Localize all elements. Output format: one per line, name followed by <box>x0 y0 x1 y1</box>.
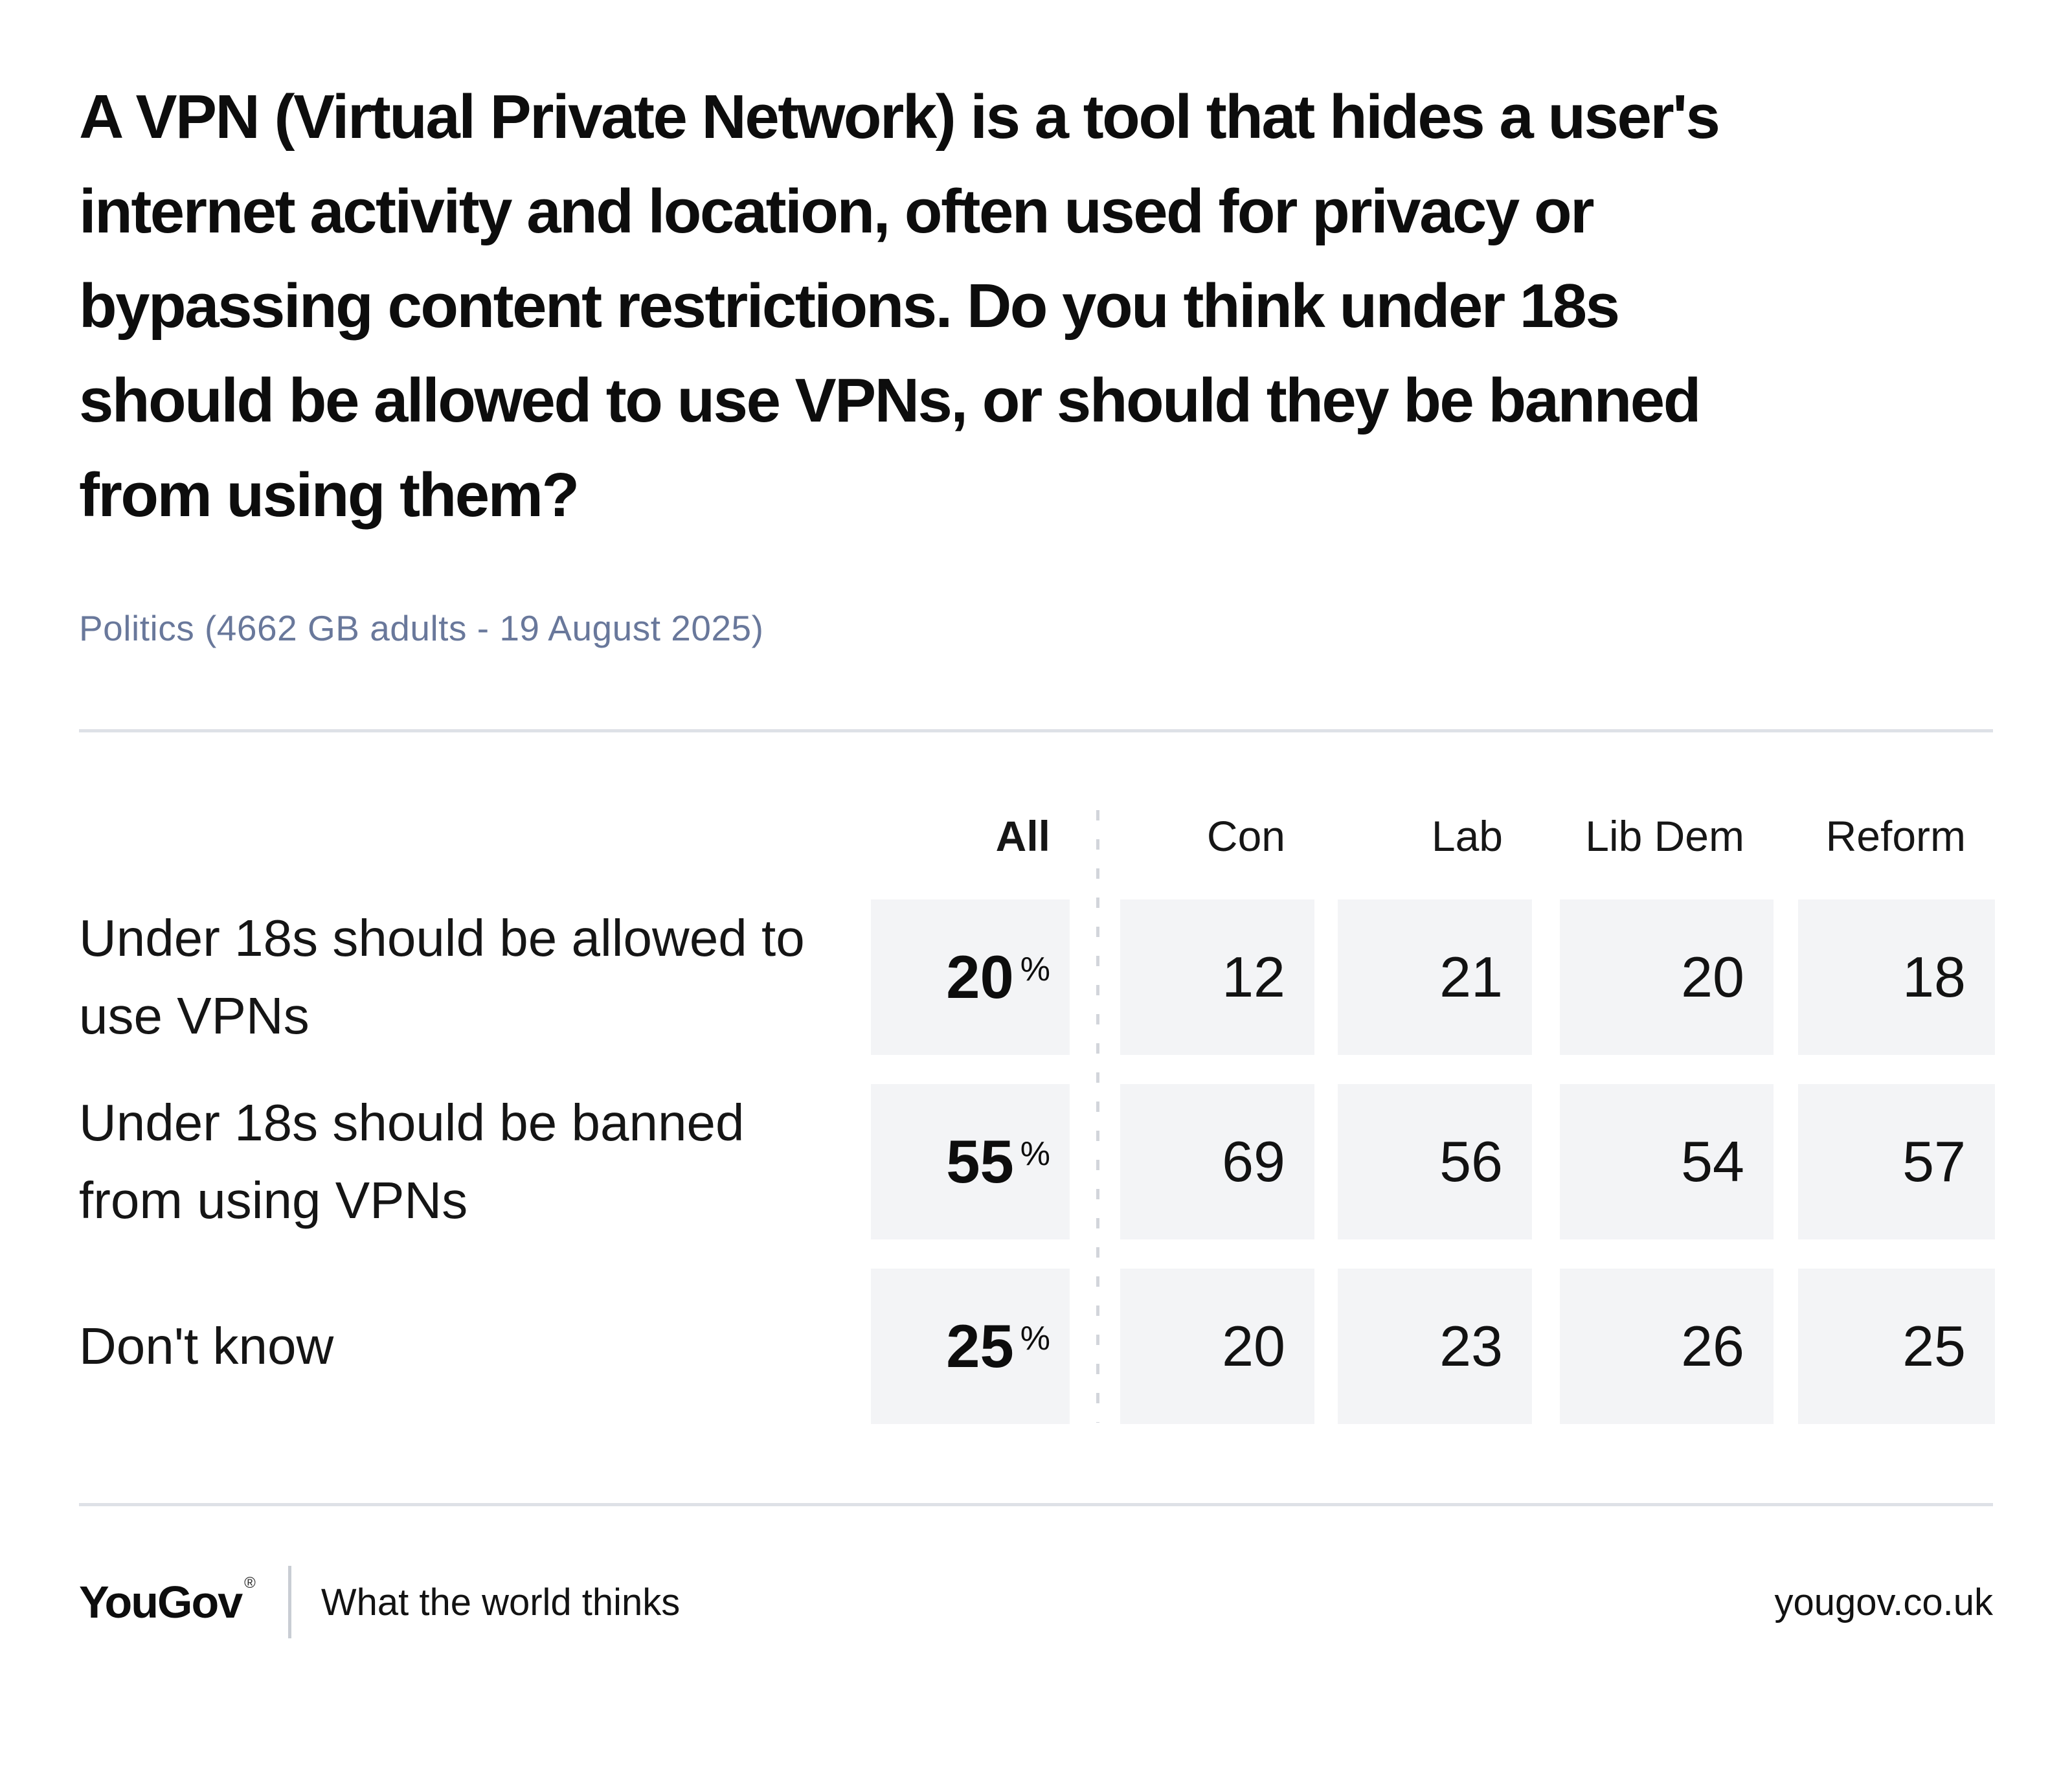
table-cell-reform: 18 <box>1798 899 1995 1055</box>
table-cell-all: 20% <box>871 899 1070 1055</box>
table-cell-all: 55% <box>871 1084 1070 1239</box>
column-header-reform: Reform <box>1825 812 1966 860</box>
table-cell-libdem: 20 <box>1560 899 1774 1055</box>
table-row: Under 18s should be allowed to use VPNs … <box>79 899 1995 1055</box>
row-label: Under 18s should be allowed to use VPNs <box>79 909 805 1045</box>
row-label: Under 18s should be banned from using VP… <box>79 1094 745 1229</box>
footer-divider <box>287 1566 291 1638</box>
bottom-divider <box>79 1503 1993 1506</box>
all-vs-party-divider <box>1096 810 1099 1423</box>
survey-card: A VPN (Virtual Private Network) is a too… <box>0 70 2072 1786</box>
table-cell-con: 20 <box>1120 1269 1314 1424</box>
percent-sign: % <box>1020 1135 1050 1173</box>
table-cell-con: 69 <box>1120 1084 1314 1239</box>
value-reform: 57 <box>1902 1129 1966 1193</box>
table-row: Don't know 25% 20 23 26 25 <box>79 1269 1995 1424</box>
yougov-logo: YouGov ® <box>79 1574 256 1627</box>
column-header-libdem: Lib Dem <box>1585 812 1744 860</box>
value-libdem: 26 <box>1681 1314 1744 1378</box>
value-all: 55 <box>946 1127 1014 1195</box>
table-cell-con: 12 <box>1120 899 1314 1055</box>
table-header-row: All Con Lab Lib Dem Reform <box>79 812 1993 861</box>
column-header-con: Con <box>1206 812 1285 860</box>
table-cell-lab: 21 <box>1338 899 1532 1055</box>
table-cell-libdem: 54 <box>1560 1084 1774 1239</box>
value-reform: 25 <box>1902 1314 1966 1378</box>
question-title-line: bypassing content restrictions. Do you t… <box>79 271 1620 341</box>
value-con: 12 <box>1222 945 1285 1009</box>
question-title-line: from using them? <box>79 460 580 530</box>
value-all: 25 <box>946 1312 1014 1380</box>
yougov-wordmark: YouGov <box>79 1577 243 1627</box>
top-divider <box>79 729 1993 732</box>
table-cell-libdem: 26 <box>1560 1269 1774 1424</box>
value-libdem: 54 <box>1681 1129 1744 1193</box>
footer-tagline: What the world thinks <box>321 1581 681 1623</box>
question-title-line: should be allowed to use VPNs, or should… <box>79 366 1701 435</box>
value-lab: 23 <box>1439 1314 1503 1378</box>
table-cell-reform: 25 <box>1798 1269 1995 1424</box>
value-lab: 21 <box>1439 945 1503 1009</box>
survey-meta-link[interactable]: Politics (4662 GB adults - 19 August 202… <box>79 608 764 648</box>
value-con: 20 <box>1222 1314 1285 1378</box>
percent-sign: % <box>1020 951 1050 988</box>
footer: YouGov ® What the world thinks yougov.co… <box>79 1566 1993 1638</box>
percent-sign: % <box>1020 1320 1050 1357</box>
column-header-all: All <box>995 812 1050 860</box>
registered-trademark: ® <box>244 1574 256 1592</box>
question-title-line: A VPN (Virtual Private Network) is a too… <box>79 82 1720 152</box>
value-libdem: 20 <box>1681 945 1744 1009</box>
table-row: Under 18s should be banned from using VP… <box>79 1084 1995 1239</box>
value-con: 69 <box>1222 1129 1285 1193</box>
value-reform: 18 <box>1902 945 1966 1009</box>
table-cell-all: 25% <box>871 1269 1070 1424</box>
table-cell-lab: 23 <box>1338 1269 1532 1424</box>
row-label: Don't know <box>79 1317 334 1375</box>
survey-table: All Con Lab Lib Dem Reform Under 18s sho… <box>79 810 1995 1424</box>
website-link[interactable]: yougov.co.uk <box>1774 1581 1993 1623</box>
table-cell-reform: 57 <box>1798 1084 1995 1239</box>
table-cell-lab: 56 <box>1338 1084 1532 1239</box>
column-header-lab: Lab <box>1431 812 1503 860</box>
value-all: 20 <box>946 943 1014 1011</box>
value-lab: 56 <box>1439 1129 1503 1193</box>
question-title: A VPN (Virtual Private Network) is a too… <box>79 70 1993 543</box>
question-title-line: internet activity and location, often us… <box>79 177 1594 246</box>
